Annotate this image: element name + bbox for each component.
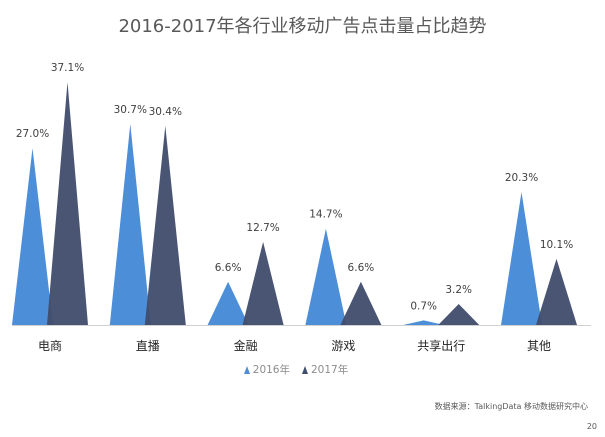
data-labels-group: 27.0% 30.7% 6.6% 14.7% 0.7% 20.3% 37.1% 30.4% 12… — [16, 62, 573, 312]
bar-series-1-cat-3 — [207, 281, 249, 325]
bar-series-1-cat-1 — [12, 148, 53, 325]
legend-item-2017: 2017年 — [302, 363, 348, 377]
data-label-series-1-cat-6: 20.3% — [505, 172, 538, 184]
category-label-4: 游戏 — [331, 339, 355, 353]
bar-series-2-cat-1 — [47, 81, 88, 326]
source-note: 数据来源：TalkingData 移动数据研究中心 — [434, 402, 588, 411]
chart-title: 2016-2017年各行业移动广告点击量占比趋势 — [118, 16, 487, 37]
bars-group — [12, 81, 577, 326]
bar-series-1-cat-4 — [305, 228, 347, 325]
bar-series-1-cat-6 — [501, 192, 542, 325]
page-number: 20 — [586, 422, 597, 431]
legend-triangle-icon — [302, 366, 308, 374]
bar-series-2-cat-6 — [536, 258, 577, 325]
data-label-series-2-cat-3: 12.7% — [246, 222, 279, 234]
bar-series-2-cat-3 — [242, 241, 284, 325]
bar-series-1-cat-5 — [403, 320, 445, 325]
bar-series-1-cat-2 — [109, 123, 151, 325]
data-label-series-1-cat-4: 14.7% — [309, 209, 342, 221]
data-label-series-2-cat-2: 30.4% — [149, 106, 182, 118]
data-label-series-2-cat-6: 10.1% — [540, 239, 573, 251]
legend-label-2017: 2017年 — [311, 364, 349, 376]
legend-triangle-icon — [243, 366, 250, 374]
legend: 2016年 2017年 — [0, 363, 592, 377]
data-label-series-2-cat-1: 37.1% — [51, 62, 84, 74]
data-label-series-1-cat-1: 27.0% — [16, 128, 49, 140]
category-label-3: 金融 — [234, 338, 258, 353]
category-label-6: 其他 — [527, 339, 551, 353]
data-label-series-1-cat-2: 30.7% — [114, 104, 147, 116]
category-labels-group: 电商 直播 金融 游戏 共享出行 其他 — [38, 338, 551, 353]
data-label-series-1-cat-3: 6.6% — [215, 262, 242, 274]
bar-series-2-cat-4 — [340, 281, 382, 325]
legend-label-2016: 2016年 — [252, 364, 290, 376]
data-label-series-2-cat-4: 6.6% — [348, 262, 375, 274]
bar-series-2-cat-2 — [144, 125, 186, 325]
category-label-1: 电商 — [38, 338, 62, 353]
legend-item-2016: 2016年 — [243, 363, 290, 377]
category-label-5: 共享出行 — [417, 338, 465, 353]
category-label-2: 直播 — [136, 339, 160, 353]
data-label-series-2-cat-5: 3.2% — [445, 284, 472, 296]
data-label-series-1-cat-5: 0.7% — [410, 300, 437, 312]
bar-series-2-cat-5 — [438, 304, 480, 325]
